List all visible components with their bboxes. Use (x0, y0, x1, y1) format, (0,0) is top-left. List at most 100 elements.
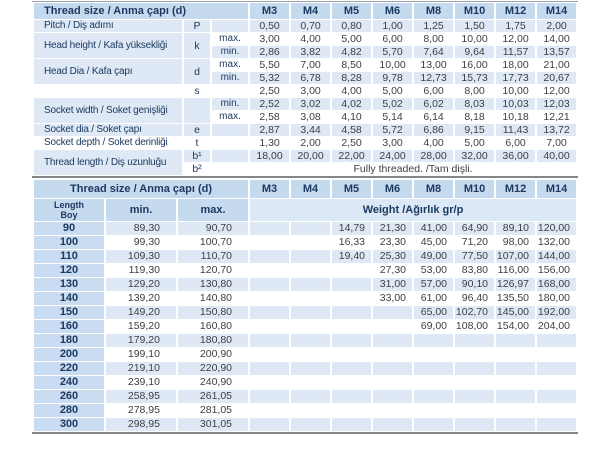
fully-threaded-note: Fully threaded. /Tam dişli. (250, 163, 577, 175)
spec-value-cell: 5,00 (332, 33, 372, 45)
spec-row: min. 2,86 3,82 4,82 5,70 7,64 9,64 11,57 13,57 (34, 46, 577, 58)
thread-spec-table-wrap: Thread size / Anma çapı (d) M3 M4 M5 M6 M8 M1… (32, 1, 578, 178)
spec-value-cell: 3,02 (291, 98, 331, 110)
spec-value-cell: 4,00 (291, 33, 331, 45)
spec-row: Head Dia / Kafa çapı d max. 5,50 7,00 8,50 10,… (34, 59, 577, 84)
tolerance-cell: min. (212, 46, 249, 58)
weight-cell (332, 348, 372, 361)
spec-value-cell: 6,14 (414, 111, 454, 123)
length-cell: 110 (34, 250, 104, 263)
spec-value-cell: 6,78 (291, 72, 331, 84)
min-cell: 139,20 (106, 292, 176, 305)
row-label (34, 85, 182, 97)
weight-cell (414, 362, 454, 375)
col-header-m4: M4 (291, 180, 331, 198)
spec-value-cell: 12,73 (414, 72, 454, 84)
col-header-m6: M6 (373, 3, 413, 19)
length-cell: 120 (34, 264, 104, 277)
weight-cell (373, 404, 413, 417)
weight-cell (250, 334, 290, 347)
spec-value-cell: 17,73 (496, 72, 536, 84)
spec-header-row: Thread size / Anma çapı (d) M3 M4 M5 M6 M8 M1… (34, 3, 577, 19)
spec-value-cell: 11,43 (496, 124, 536, 136)
weight-cell (373, 390, 413, 403)
weight-row: 130 129,20 130,80 31,00 57,00 90,10 126,97 168,… (34, 278, 577, 291)
weight-row: 180 179,20 180,80 (34, 334, 577, 347)
max-column-header: max. (178, 199, 249, 221)
weight-cell: 83,80 (455, 264, 495, 277)
weight-cell: 126,97 (496, 278, 536, 291)
spec-value-cell: 6,00 (373, 33, 413, 45)
weight-row: 140 139,20 140,80 33,00 61,00 96,40 135,50 180,… (34, 292, 577, 305)
spec-value-cell: 24,00 (373, 150, 413, 162)
max-cell: 100,70 (178, 236, 249, 249)
max-cell: 120,70 (178, 264, 249, 277)
weight-cell (332, 376, 372, 389)
max-cell: 130,80 (178, 278, 249, 291)
spec-row: Thread length / Diş uzunluğu b¹ 18,00 20,00… (34, 150, 577, 175)
spec-value-cell: 10,00 (373, 59, 413, 71)
length-header-line1: Length (54, 200, 84, 210)
weight-cell: 192,00 (537, 306, 577, 319)
spec-value-cell: 4,10 (332, 111, 372, 123)
weight-row: 150 149,20 150,80 65,00 102,70 145,00 192,00 (34, 306, 577, 319)
max-cell: 281,05 (178, 404, 249, 417)
weight-cell (250, 278, 290, 291)
spec-value-cell: 3,08 (291, 111, 331, 123)
spec-value-cell: 2,50 (250, 85, 290, 97)
spec-value-cell: 3,00 (373, 137, 413, 149)
tolerance-cell: max. (212, 59, 249, 71)
weight-cell: 69,00 (414, 320, 454, 333)
symbol-cell: e (184, 124, 210, 136)
length-header-line2: Boy (60, 210, 78, 220)
spec-value-cell: 28,00 (414, 150, 454, 162)
weight-row: 260 258,95 261,05 (34, 390, 577, 403)
spec-row: Socket depth / Soket derinliği t 1,30 2,00 2… (34, 137, 577, 149)
weight-cell: 204,00 (537, 320, 577, 333)
weight-table-head: Thread size / Anma çapı (d) M3 M4 M5 M6 M8 M1… (34, 180, 577, 221)
weight-cell (250, 418, 290, 431)
weight-band-header: Weight /Ağırlık gr/p (250, 199, 577, 221)
weight-row: 280 278,95 281,05 (34, 404, 577, 417)
spec-value-cell: 14,00 (537, 33, 577, 45)
row-label: Socket width / Soket genişliği (34, 98, 182, 123)
spec-value-cell: 5,00 (455, 137, 495, 149)
weight-cell (250, 222, 290, 235)
weight-cell (291, 236, 331, 249)
length-cell: 150 (34, 306, 104, 319)
spec-value-cell: 1,00 (373, 20, 413, 32)
weight-cell: 16,33 (332, 236, 372, 249)
min-cell: 298,95 (106, 418, 176, 431)
spec-value-cell: 13,57 (537, 46, 577, 58)
spec-value-cell: 16,00 (455, 59, 495, 71)
weight-cell: 31,00 (373, 278, 413, 291)
weight-cell (250, 236, 290, 249)
weight-cell: 23,30 (373, 236, 413, 249)
spec-row: Pitch / Diş adımı P 0,50 0,70 0,80 1,00 1,25 1,… (34, 20, 577, 32)
weight-cell (455, 348, 495, 361)
weight-cell (537, 404, 577, 417)
spec-value-cell: 3,82 (291, 46, 331, 58)
length-cell: 300 (34, 418, 104, 431)
col-header-m3: M3 (250, 3, 290, 19)
weight-cell (250, 404, 290, 417)
weight-cell (496, 348, 536, 361)
tolerance-cell: min. (212, 72, 249, 84)
weight-cell (373, 376, 413, 389)
weight-cell: 132,00 (537, 236, 577, 249)
max-cell: 240,90 (178, 376, 249, 389)
tolerance-cell (212, 85, 249, 97)
min-cell: 199,10 (106, 348, 176, 361)
spec-row: b² Fully threaded. /Tam dişli. (34, 163, 577, 175)
weight-cell: 25,30 (373, 250, 413, 263)
max-cell: 180,80 (178, 334, 249, 347)
weight-cell (537, 418, 577, 431)
weight-cell (414, 418, 454, 431)
spec-value-cell: 5,14 (373, 111, 413, 123)
symbol-cell: b² (184, 163, 210, 175)
weight-cell: 98,00 (496, 236, 536, 249)
symbol-cell: P (184, 20, 210, 32)
thread-spec-table: Thread size / Anma çapı (d) M3 M4 M5 M6 M8 M1… (32, 2, 578, 176)
weight-cell: 77,50 (455, 250, 495, 263)
spec-value-cell: 15,73 (455, 72, 495, 84)
